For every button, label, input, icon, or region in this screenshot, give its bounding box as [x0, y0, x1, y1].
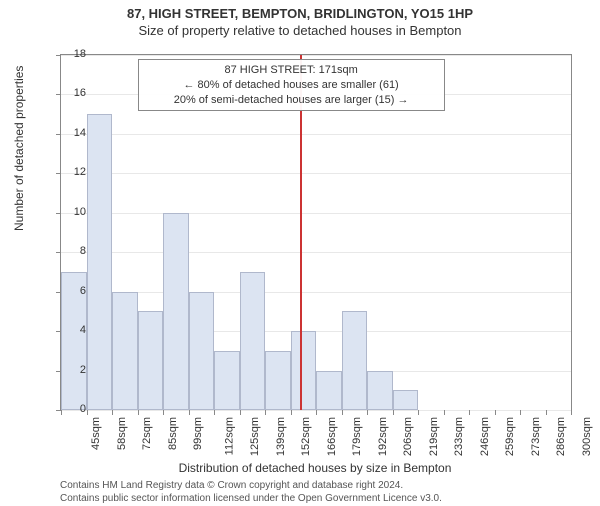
- y-tick-label: 14: [56, 127, 86, 139]
- x-tick-label: 219sqm: [428, 417, 440, 456]
- histogram-bar: [189, 292, 215, 410]
- x-tick-label: 246sqm: [479, 417, 491, 456]
- x-tick-label: 112sqm: [223, 417, 235, 455]
- x-tick-label: 206sqm: [402, 417, 414, 456]
- x-tick-label: 192sqm: [377, 417, 389, 456]
- x-tick-label: 72sqm: [141, 417, 153, 450]
- x-tick-label: 152sqm: [300, 417, 312, 456]
- x-tick-label: 166sqm: [326, 417, 338, 456]
- x-tick-mark: [87, 410, 88, 415]
- x-tick-mark: [316, 410, 317, 415]
- x-tick-mark: [393, 410, 394, 415]
- x-tick-label: 45sqm: [90, 417, 102, 450]
- histogram-bar: [342, 311, 368, 410]
- attribution-line1: Contains HM Land Registry data © Crown c…: [60, 479, 570, 492]
- histogram-bar: [393, 390, 419, 410]
- y-tick-label: 8: [56, 245, 86, 257]
- x-tick-mark: [163, 410, 164, 415]
- chart-title-sub: Size of property relative to detached ho…: [0, 23, 600, 38]
- x-tick-label: 58sqm: [116, 417, 128, 450]
- x-tick-mark: [520, 410, 521, 415]
- x-tick-mark: [469, 410, 470, 415]
- x-tick-mark: [291, 410, 292, 415]
- gridline: [61, 292, 571, 293]
- chart-title-main: 87, HIGH STREET, BEMPTON, BRIDLINGTON, Y…: [0, 6, 600, 21]
- histogram-bar: [367, 371, 393, 410]
- x-tick-mark: [571, 410, 572, 415]
- x-tick-mark: [546, 410, 547, 415]
- y-tick-label: 16: [56, 87, 86, 99]
- x-tick-mark: [240, 410, 241, 415]
- gridline: [61, 134, 571, 135]
- x-axis-label: Distribution of detached houses by size …: [60, 461, 570, 475]
- x-tick-mark: [265, 410, 266, 415]
- x-tick-label: 233sqm: [453, 417, 465, 456]
- annotation-line1: 87 HIGH STREET: 171sqm: [145, 63, 438, 78]
- x-tick-mark: [214, 410, 215, 415]
- gridline: [61, 55, 571, 56]
- x-tick-label: 99sqm: [192, 417, 204, 450]
- x-tick-label: 179sqm: [351, 417, 363, 456]
- x-tick-label: 139sqm: [275, 417, 287, 456]
- x-tick-mark: [189, 410, 190, 415]
- gridline: [61, 252, 571, 253]
- x-tick-mark: [112, 410, 113, 415]
- x-tick-mark: [367, 410, 368, 415]
- annotation-line2: ← 80% of detached houses are smaller (61…: [145, 78, 438, 93]
- y-tick-label: 18: [56, 48, 86, 60]
- x-tick-mark: [418, 410, 419, 415]
- x-tick-mark: [138, 410, 139, 415]
- histogram-bar: [240, 272, 266, 410]
- x-tick-mark: [342, 410, 343, 415]
- y-tick-label: 2: [56, 364, 86, 376]
- histogram-bar: [112, 292, 138, 410]
- x-tick-mark: [495, 410, 496, 415]
- attribution-text: Contains HM Land Registry data © Crown c…: [60, 479, 570, 505]
- chart-plot-area: 87 HIGH STREET: 171sqm← 80% of detached …: [60, 54, 572, 411]
- y-tick-label: 0: [56, 403, 86, 415]
- histogram-bar: [265, 351, 291, 410]
- annotation-box: 87 HIGH STREET: 171sqm← 80% of detached …: [138, 59, 445, 112]
- histogram-bar: [138, 311, 164, 410]
- y-tick-label: 10: [56, 206, 86, 218]
- x-tick-label: 286sqm: [555, 417, 567, 456]
- histogram-bar: [291, 331, 317, 410]
- gridline: [61, 213, 571, 214]
- histogram-bar: [316, 371, 342, 410]
- x-tick-label: 125sqm: [249, 417, 261, 456]
- y-axis-label: Number of detached properties: [12, 66, 26, 231]
- attribution-line2: Contains public sector information licen…: [60, 492, 570, 505]
- y-tick-label: 4: [56, 324, 86, 336]
- x-tick-label: 85sqm: [167, 417, 179, 450]
- y-tick-label: 12: [56, 166, 86, 178]
- x-tick-label: 259sqm: [504, 417, 516, 456]
- histogram-bar: [87, 114, 113, 410]
- gridline: [61, 173, 571, 174]
- annotation-line3: 20% of semi-detached houses are larger (…: [145, 93, 438, 108]
- histogram-bar: [163, 213, 189, 410]
- y-tick-label: 6: [56, 285, 86, 297]
- histogram-bar: [214, 351, 240, 410]
- x-tick-mark: [444, 410, 445, 415]
- x-tick-label: 273sqm: [530, 417, 542, 456]
- x-tick-label: 300sqm: [581, 417, 593, 456]
